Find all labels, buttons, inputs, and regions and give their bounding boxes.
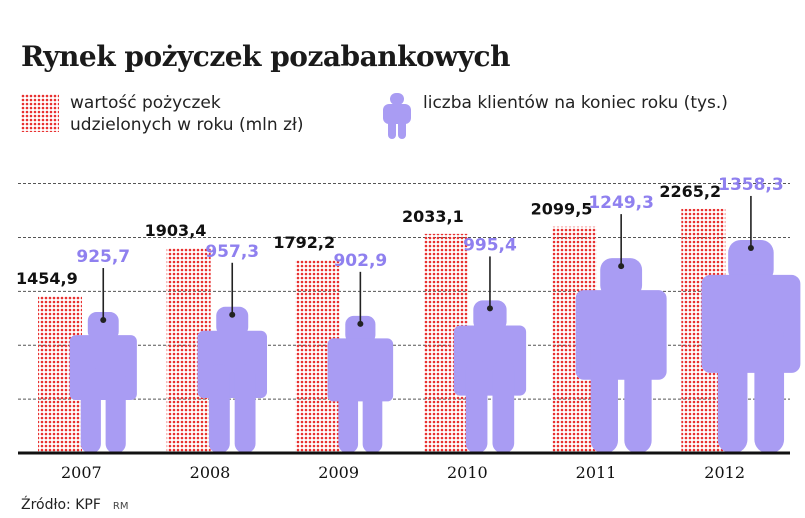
client-figure-leg: [105, 367, 126, 453]
client-figure-body: [453, 325, 527, 396]
client-leader-dot: [486, 305, 493, 312]
client-figure: [575, 258, 667, 453]
client-figure-body: [327, 338, 394, 402]
client-figure-leg: [492, 360, 515, 453]
client-leader-dot: [100, 317, 107, 324]
client-figure-body: [69, 335, 137, 401]
client-figure-leg: [624, 334, 652, 453]
client-value-label: 1249,3: [588, 193, 654, 213]
loan-value-label: 1792,2: [273, 233, 335, 252]
client-figure-leg: [717, 323, 748, 453]
source-tag: RM: [112, 501, 129, 512]
client-figure-leg: [590, 334, 618, 453]
person-icon: [383, 93, 411, 139]
loan-value-label: 2033,1: [402, 207, 464, 226]
client-figure-leg: [754, 323, 785, 453]
source-text: Źródło: KPF: [21, 497, 101, 513]
client-figure-head: [87, 312, 119, 341]
x-tick-label: 2007: [61, 463, 102, 482]
client-figure-head: [600, 258, 643, 298]
loans-legend-label: wartość pożyczek udzielonych w roku (mln…: [70, 92, 370, 136]
loan-value-label: 1454,9: [16, 269, 78, 288]
client-value-label: 957,3: [205, 242, 259, 262]
loans-legend-swatch: [21, 94, 59, 132]
client-figure: [69, 312, 137, 453]
x-tick-label: 2012: [704, 463, 745, 482]
client-figure: [701, 239, 801, 453]
client-figure: [327, 315, 394, 453]
client-figure-body: [575, 290, 667, 380]
loan-value-label: 2265,2: [659, 182, 721, 201]
client-figure-leg: [208, 364, 230, 453]
client-figure-head: [473, 300, 507, 331]
client-value-label: 925,7: [76, 247, 130, 267]
x-tick-label: 2010: [447, 463, 488, 482]
client-leader-dot: [229, 311, 236, 318]
source-note: Źródło: KPF RM: [21, 497, 128, 513]
client-figure-leg: [465, 360, 488, 453]
client-leader-dot: [618, 263, 625, 270]
x-tick-label: 2011: [576, 463, 617, 482]
loans-legend-line2: udzielonych w roku (mln zł): [70, 115, 304, 135]
client-figure-leg: [338, 369, 359, 453]
client-figure-leg: [362, 369, 383, 453]
client-figure: [453, 300, 527, 453]
loan-value-label: 1903,4: [145, 221, 207, 240]
client-figure-head: [728, 239, 774, 283]
chart-title: Rynek pożyczek pozabankowych: [21, 40, 510, 73]
client-value-label: 1358,3: [718, 175, 784, 195]
loans-legend-line1: wartość pożyczek: [70, 93, 221, 113]
client-figure-body: [197, 330, 268, 399]
client-figure-leg: [80, 367, 101, 453]
clients-legend-label: liczba klientów na koniec roku (tys.): [423, 93, 728, 113]
client-figure-leg: [234, 364, 256, 453]
client-figure-head: [345, 315, 376, 344]
client-value-label: 995,4: [463, 235, 517, 255]
client-leader-dot: [747, 244, 754, 251]
x-tick-label: 2008: [190, 463, 231, 482]
x-tick-label: 2009: [318, 463, 359, 482]
loan-value-label: 2099,5: [531, 200, 593, 219]
client-figure: [197, 306, 268, 453]
client-leader-dot: [357, 320, 364, 327]
client-value-label: 902,9: [333, 251, 387, 271]
client-figure-head: [216, 306, 249, 337]
client-figure-body: [701, 274, 801, 373]
